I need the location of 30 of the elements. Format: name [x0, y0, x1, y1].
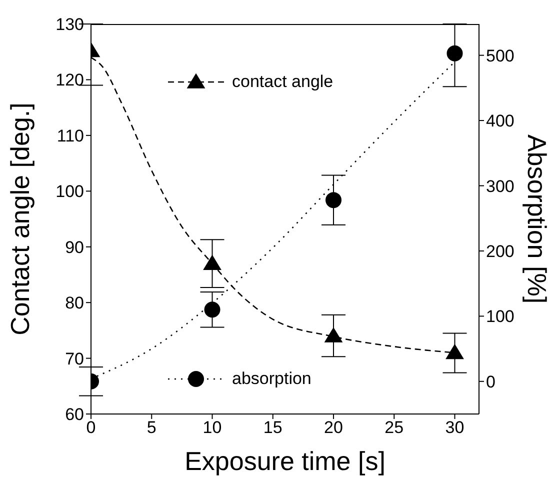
y-axis-title: Contact angle [deg.] — [5, 102, 35, 336]
y-tick-label: 90 — [65, 238, 84, 257]
y2-tick-label: 400 — [486, 112, 514, 131]
x-tick-label: 0 — [86, 418, 96, 438]
y-tick-label: 120 — [56, 70, 84, 90]
y2-axis-title: Absorption [%] — [522, 134, 552, 304]
y-tick-label: 130 — [56, 15, 84, 34]
y-tick-label: 100 — [56, 182, 84, 202]
x-tick-label: 30 — [445, 418, 464, 438]
x-tick-label: 15 — [263, 418, 282, 438]
point — [326, 192, 342, 208]
point — [446, 45, 463, 62]
y2-tick-label: 500 — [486, 46, 514, 66]
legend-label: absorption — [232, 369, 312, 389]
y2-tick-label: 200 — [486, 242, 514, 261]
x-tick-label: 25 — [384, 418, 404, 438]
y-tick-label: 60 — [65, 405, 84, 424]
x-tick-label: 20 — [324, 418, 343, 438]
y2-tick-label: 100 — [486, 307, 514, 326]
y-tick-label: 110 — [56, 126, 84, 146]
y2-tick-label: 0 — [486, 372, 496, 392]
point — [324, 327, 343, 342]
y2-tick-label: 300 — [486, 176, 514, 196]
y-tick-label: 80 — [65, 294, 84, 313]
point — [446, 344, 464, 360]
x-tick-label: 5 — [146, 418, 156, 438]
legend-label: contact angle — [232, 72, 334, 92]
x-tick-label: 10 — [202, 418, 222, 438]
x-axis-title: Exposure time [s] — [184, 446, 386, 476]
y-tick-label: 70 — [65, 349, 84, 368]
